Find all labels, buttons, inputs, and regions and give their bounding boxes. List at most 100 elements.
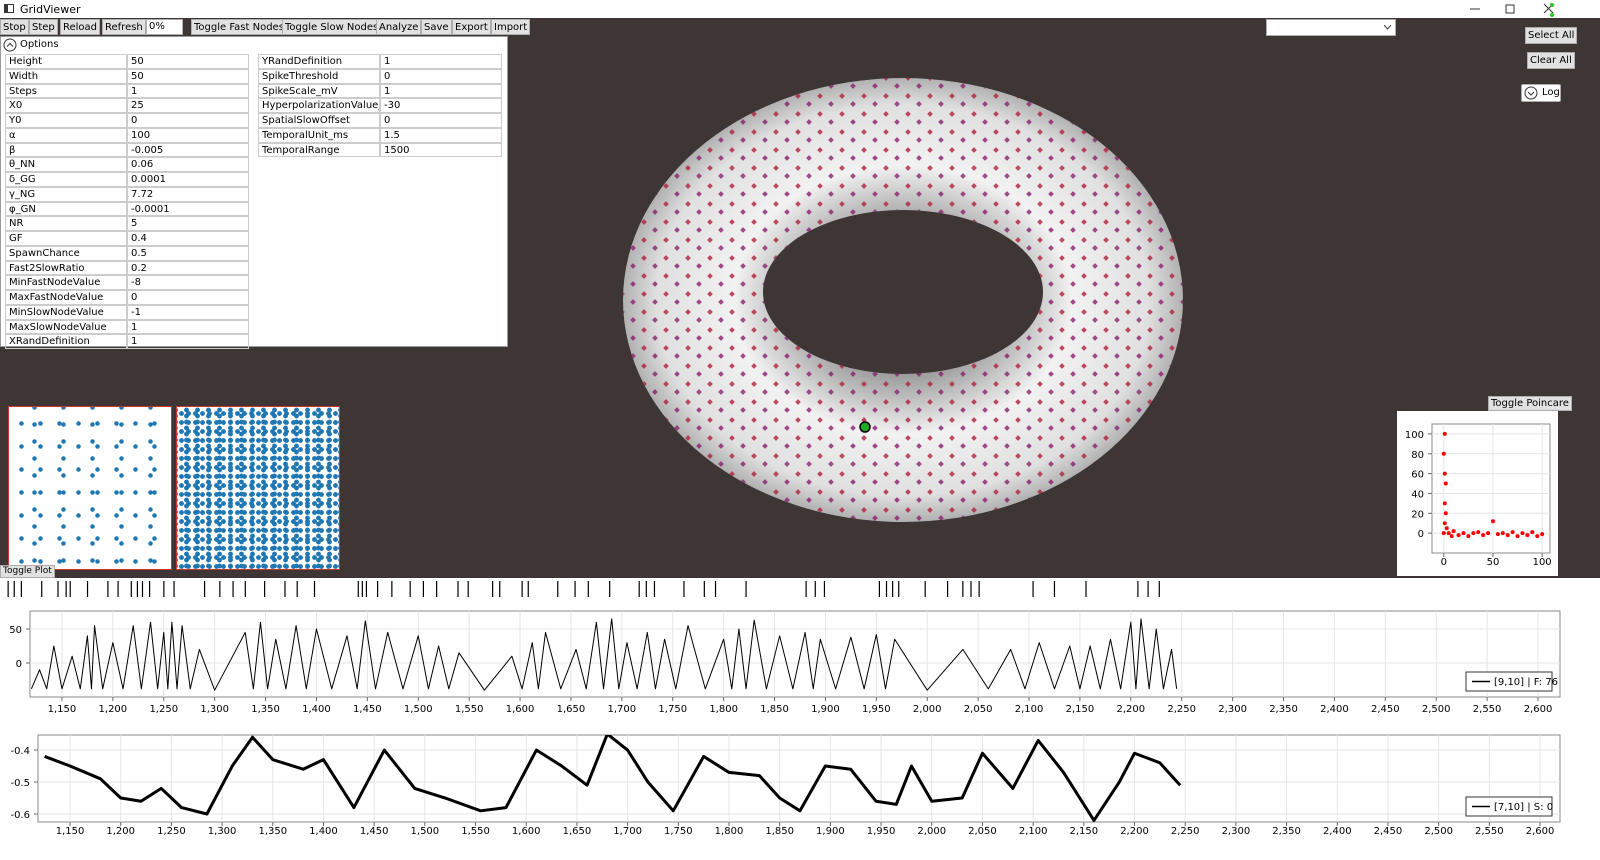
x-tick-label: 1,400 xyxy=(302,704,331,715)
select-all-button[interactable]: Select All xyxy=(1525,27,1578,44)
clear-all-button[interactable]: Clear All xyxy=(1527,52,1575,69)
y-tick-label: -0.5 xyxy=(10,778,30,789)
option-value[interactable]: 1 xyxy=(127,83,249,99)
option-value[interactable]: 7.72 xyxy=(127,186,249,202)
x-tick-label: 2,250 xyxy=(1167,704,1196,715)
node-combobox[interactable] xyxy=(1266,19,1396,36)
x-tick-label: 1,550 xyxy=(461,826,490,837)
option-value[interactable]: 0 xyxy=(380,113,502,128)
torus-view xyxy=(623,78,1183,522)
option-value[interactable]: 0.0001 xyxy=(127,172,249,187)
x-tick-label: 1,750 xyxy=(658,704,687,715)
plot-area xyxy=(1431,423,1551,554)
option-value[interactable]: 100 xyxy=(127,127,249,143)
option-value[interactable]: 1 xyxy=(380,54,502,69)
point xyxy=(1495,532,1500,537)
option-value[interactable]: 0.4 xyxy=(127,231,249,246)
legend-box xyxy=(1465,671,1553,692)
option-value[interactable]: 0.06 xyxy=(127,157,249,172)
option-value[interactable]: 25 xyxy=(127,98,249,113)
x-tick-label: 1,900 xyxy=(811,704,840,715)
y-tick-label: 0 xyxy=(16,659,22,670)
toggle-poincare-button[interactable]: Toggle Poincare xyxy=(1488,396,1572,411)
window-controls[interactable] xyxy=(1460,0,1600,18)
chart: 1,150 1,200 1,250 1,300 1,350 1,400 1,450 1,500… xyxy=(9,610,1561,715)
selected-node[interactable] xyxy=(859,421,871,433)
option-value[interactable]: 1 xyxy=(127,334,249,349)
point xyxy=(1520,531,1525,536)
option-name: TemporalRange xyxy=(258,142,380,158)
toggle-plot-button[interactable]: Toggle Plot xyxy=(0,565,55,578)
y-tick-label: -0.4 xyxy=(10,746,30,757)
toolbar-button[interactable]: Import xyxy=(491,19,531,35)
collapse-icon[interactable] xyxy=(3,38,17,52)
option-value[interactable]: 5 xyxy=(127,216,249,231)
option-value[interactable]: 50 xyxy=(127,68,249,84)
option-name: Height xyxy=(5,54,127,69)
option-name: NR xyxy=(5,216,127,231)
x-tick-label: 2,450 xyxy=(1374,826,1403,837)
x-tick-label: 1,900 xyxy=(816,826,845,837)
option-value[interactable]: 0.2 xyxy=(127,260,249,276)
option-value[interactable]: 0 xyxy=(127,290,249,305)
x-tick-label: 1,400 xyxy=(309,826,338,837)
y-tick-label: 100 xyxy=(1405,430,1424,441)
option-name: MinSlowNodeValue xyxy=(5,304,127,320)
option-value[interactable]: 1 xyxy=(380,83,502,99)
option-name: SpatialSlowOffset xyxy=(258,113,380,128)
x-tick-label: 1,250 xyxy=(157,826,186,837)
fast-node-map xyxy=(8,406,172,570)
log-toggle[interactable]: Log xyxy=(1521,84,1561,102)
chart: 1,150 1,200 1,250 1,300 1,350 1,400 1,450 1,500… xyxy=(10,734,1561,837)
x-tick-label: 2,000 xyxy=(917,826,946,837)
legend-box xyxy=(1465,796,1553,817)
x-tick-label: 2,500 xyxy=(1424,826,1453,837)
x-tick-label: 100 xyxy=(1533,557,1552,568)
x-tick-label: 1,200 xyxy=(99,704,128,715)
option-value[interactable]: -1 xyxy=(127,304,249,320)
point xyxy=(1442,501,1447,506)
option-name: α xyxy=(5,127,127,143)
option-value[interactable]: 1 xyxy=(127,319,249,335)
option-name: Y0 xyxy=(5,113,127,128)
point xyxy=(1515,534,1520,539)
point xyxy=(1540,532,1545,537)
toolbar-button[interactable]: Export xyxy=(452,19,491,35)
toolbar-button[interactable]: Save xyxy=(421,19,452,35)
point xyxy=(1466,534,1471,539)
option-value[interactable]: 1.5 xyxy=(380,127,502,143)
option-name: MaxFastNodeValue xyxy=(5,290,127,305)
option-name: θ_NN xyxy=(5,157,127,172)
toolbar-button[interactable]: Refresh xyxy=(102,19,146,35)
point xyxy=(1481,533,1486,538)
point xyxy=(1510,530,1515,535)
option-value[interactable]: 0.5 xyxy=(127,245,249,261)
trace-line xyxy=(44,735,1182,822)
option-value[interactable]: -8 xyxy=(127,275,249,290)
x-tick-label: 0 xyxy=(1441,557,1447,568)
option-value[interactable]: 0 xyxy=(380,68,502,84)
point xyxy=(1505,533,1510,538)
toolbar-button[interactable]: Step xyxy=(29,19,58,35)
window-title: GridViewer xyxy=(20,3,81,16)
chart xyxy=(0,578,1600,600)
toolbar-button[interactable]: Stop xyxy=(0,19,29,35)
option-value[interactable]: -0.005 xyxy=(127,142,249,158)
slow-node-map xyxy=(176,406,340,570)
option-name: MinFastNodeValue xyxy=(5,275,127,290)
option-value[interactable]: 0 xyxy=(127,113,249,128)
point xyxy=(1443,481,1448,486)
option-name: MaxSlowNodeValue xyxy=(5,319,127,335)
option-name: XRandDefinition xyxy=(5,334,127,349)
toolbar-button[interactable]: Analyze xyxy=(376,19,422,35)
option-value[interactable]: -30 xyxy=(380,98,502,113)
x-tick-label: 2,250 xyxy=(1171,826,1200,837)
toolbar-button[interactable]: Toggle Fast Nodes xyxy=(191,19,287,35)
point xyxy=(1476,530,1481,535)
option-value[interactable]: -0.0001 xyxy=(127,201,249,217)
x-tick-label: 2,200 xyxy=(1117,704,1146,715)
option-value[interactable]: 1500 xyxy=(380,142,502,158)
option-value[interactable]: 50 xyxy=(127,54,249,69)
x-tick-label: 1,800 xyxy=(709,704,738,715)
toolbar-button[interactable]: Reload xyxy=(60,19,101,35)
